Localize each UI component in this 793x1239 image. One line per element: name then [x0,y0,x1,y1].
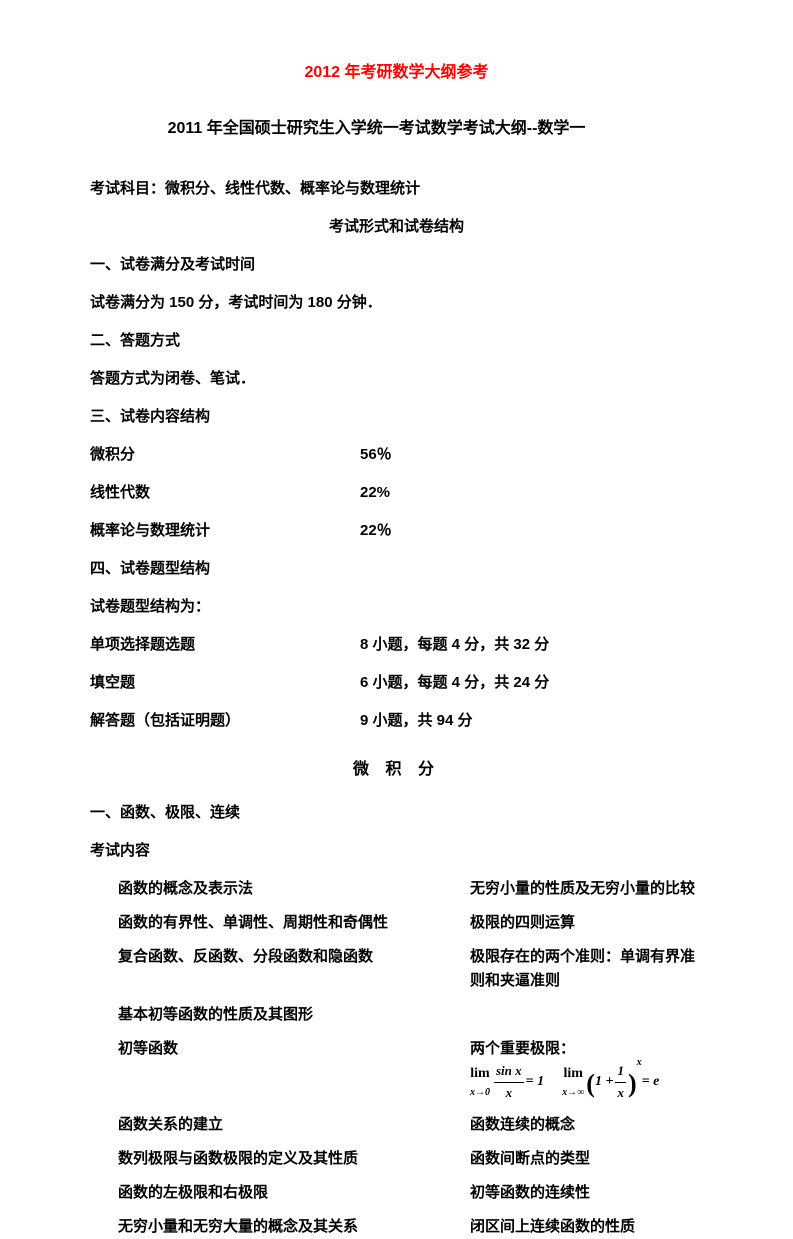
content-row: 无穷小量和无穷大量的概念及其关系 闭区间上连续函数的性质 [90,1215,703,1239]
exam-subjects: 考试科目：微积分、线性代数、概率论与数理统计 [90,177,703,201]
content-left: 函数的概念及表示法 [90,877,470,901]
content-right-formula: 两个重要极限： limx→0 sin xx = 1 limx→∞ ( 1 + 1… [470,1037,703,1104]
content-right: 极限的四则运算 [470,911,703,935]
calculus-content-label: 考试内容 [90,839,703,863]
content-left: 函数关系的建立 [90,1113,470,1137]
content-right: 无穷小量的性质及无穷小量的比较 [470,877,703,901]
section3-value: 22% [360,481,703,505]
section3-row: 微积分 56％ [90,443,703,467]
section4-value: 9 小题，共 94 分 [360,709,703,733]
formula-2: limx→∞ ( 1 + 1x ) x = e [562,1061,659,1104]
section4-value: 8 小题，每题 4 分，共 32 分 [360,633,703,657]
content-left: 函数的有界性、单调性、周期性和奇偶性 [90,911,470,935]
section2-text: 答题方式为闭卷、笔试． [90,367,703,391]
document-subtitle: 2011 年全国硕士研究生入学统一考试数学考试大纲--数学一 [50,116,703,142]
content-right [470,1003,703,1027]
section4-label: 解答题（包括证明题） [90,709,360,733]
content-left: 数列极限与函数极限的定义及其性质 [90,1147,470,1171]
content-left: 无穷小量和无穷大量的概念及其关系 [90,1215,470,1239]
content-row: 初等函数 两个重要极限： limx→0 sin xx = 1 limx→∞ ( … [90,1037,703,1104]
content-right: 初等函数的连续性 [470,1181,703,1205]
document-title: 2012 年考研数学大纲参考 [90,60,703,86]
content-row: 函数的左极限和右极限 初等函数的连续性 [90,1181,703,1205]
section3-value: 56％ [360,443,703,467]
content-row: 函数关系的建立 函数连续的概念 [90,1113,703,1137]
content-right: 函数连续的概念 [470,1113,703,1137]
section4-row: 单项选择题选题 8 小题，每题 4 分，共 32 分 [90,633,703,657]
content-row: 函数的有界性、单调性、周期性和奇偶性 极限的四则运算 [90,911,703,935]
section1-text: 试卷满分为 150 分，考试时间为 180 分钟． [90,291,703,315]
exam-format-heading: 考试形式和试卷结构 [90,215,703,239]
section1-heading: 一、试卷满分及考试时间 [90,253,703,277]
content-row: 数列极限与函数极限的定义及其性质 函数间断点的类型 [90,1147,703,1171]
section4-heading: 四、试卷题型结构 [90,557,703,581]
page: 2012 年考研数学大纲参考 2011 年全国硕士研究生入学统一考试数学考试大纲… [0,0,793,1122]
content-left: 基本初等函数的性质及其图形 [90,1003,470,1027]
content-left: 初等函数 [90,1037,470,1104]
formula-label: 两个重要极限： [470,1040,575,1057]
content-left: 函数的左极限和右极限 [90,1181,470,1205]
content-row: 复合函数、反函数、分段函数和隐函数 极限存在的两个准则：单调有界准则和夹逼准则 [90,945,703,993]
section4-row: 填空题 6 小题，每题 4 分，共 24 分 [90,671,703,695]
content-row: 基本初等函数的性质及其图形 [90,1003,703,1027]
calculus-title: 微 积 分 [90,757,703,783]
section3-heading: 三、试卷内容结构 [90,405,703,429]
calculus-subheading: 一、函数、极限、连续 [90,801,703,825]
content-left: 复合函数、反函数、分段函数和隐函数 [90,945,470,993]
section3-value: 22％ [360,519,703,543]
section3-row: 线性代数 22% [90,481,703,505]
section3-label: 线性代数 [90,481,360,505]
section2-heading: 二、答题方式 [90,329,703,353]
section3-label: 概率论与数理统计 [90,519,360,543]
section4-value: 6 小题，每题 4 分，共 24 分 [360,671,703,695]
formula-1: limx→0 sin xx = 1 [470,1061,544,1104]
section3-label: 微积分 [90,443,360,467]
section4-row: 解答题（包括证明题） 9 小题，共 94 分 [90,709,703,733]
content-right: 函数间断点的类型 [470,1147,703,1171]
content-right: 闭区间上连续函数的性质 [470,1215,703,1239]
formulas: limx→0 sin xx = 1 limx→∞ ( 1 + 1x ) x = … [470,1061,703,1104]
section4-label: 填空题 [90,671,360,695]
section3-row: 概率论与数理统计 22％ [90,519,703,543]
content-row: 函数的概念及表示法 无穷小量的性质及无穷小量的比较 [90,877,703,901]
section4-label: 单项选择题选题 [90,633,360,657]
content-right: 极限存在的两个准则：单调有界准则和夹逼准则 [470,945,703,993]
section4-intro: 试卷题型结构为： [90,595,703,619]
